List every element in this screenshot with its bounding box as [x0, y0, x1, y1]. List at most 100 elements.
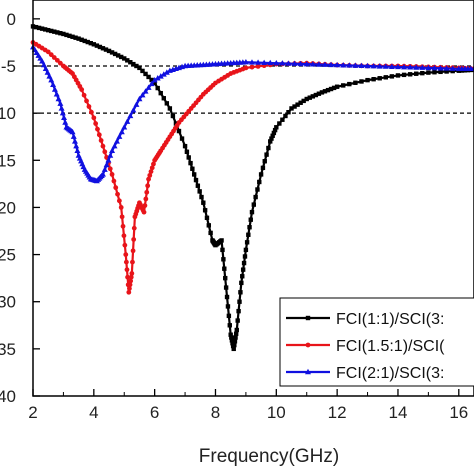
- data-point: [130, 107, 137, 113]
- data-point: [316, 91, 322, 96]
- data-point: [261, 59, 268, 65]
- data-point: [69, 128, 76, 135]
- data-point: [283, 113, 288, 119]
- data-point: [264, 152, 269, 157]
- x-tick-label: 16: [449, 403, 468, 422]
- data-point: [241, 260, 247, 266]
- data-point: [274, 125, 279, 130]
- data-point: [248, 59, 255, 65]
- data-point: [74, 147, 81, 154]
- data-point: [431, 64, 438, 71]
- data-point: [127, 112, 134, 119]
- data-point: [76, 36, 81, 41]
- data-point: [353, 80, 358, 85]
- data-point: [167, 106, 173, 111]
- data-point: [223, 275, 228, 281]
- data-point: [401, 72, 407, 78]
- data-point: [121, 124, 128, 130]
- data-point: [188, 160, 193, 166]
- x-tick-label: 10: [267, 403, 286, 422]
- data-point: [79, 37, 84, 42]
- data-point: [425, 64, 432, 71]
- data-point: [36, 25, 42, 31]
- data-point: [122, 242, 128, 248]
- series-layer: [30, 24, 474, 352]
- data-point: [246, 232, 251, 237]
- data-point: [46, 27, 51, 33]
- data-point: [305, 315, 311, 321]
- data-point: [102, 149, 108, 155]
- data-point: [40, 61, 47, 68]
- data-point: [107, 166, 113, 172]
- data-point: [371, 77, 376, 82]
- data-point: [79, 87, 85, 92]
- data-point: [229, 335, 234, 340]
- data-point: [54, 57, 60, 63]
- data-point: [270, 133, 275, 138]
- data-point: [126, 289, 132, 295]
- data-point: [334, 84, 340, 89]
- data-point: [325, 87, 331, 93]
- data-point: [340, 62, 347, 68]
- data-point: [122, 56, 127, 61]
- data-point: [234, 327, 239, 333]
- data-point: [151, 161, 156, 167]
- data-point: [154, 75, 161, 81]
- data-point: [99, 171, 106, 177]
- data-point: [401, 63, 408, 70]
- data-point: [272, 127, 278, 133]
- data-point: [146, 176, 151, 182]
- data-point: [364, 62, 371, 69]
- data-point: [243, 247, 249, 253]
- data-point: [394, 63, 401, 70]
- data-point: [301, 98, 306, 104]
- data-point: [39, 26, 45, 31]
- data-point: [253, 194, 258, 200]
- data-point: [113, 185, 119, 191]
- data-point: [127, 286, 132, 291]
- data-point: [46, 73, 53, 79]
- data-point: [223, 285, 229, 290]
- data-point: [228, 332, 233, 337]
- data-point: [280, 117, 285, 122]
- data-point: [249, 64, 255, 70]
- data-point: [53, 91, 60, 97]
- data-point: [42, 65, 49, 72]
- data-point: [98, 138, 104, 143]
- data-point: [73, 142, 80, 149]
- data-point: [231, 346, 236, 352]
- data-point: [71, 138, 78, 144]
- data-point: [42, 27, 48, 32]
- data-point: [81, 92, 87, 98]
- data-point: [352, 62, 359, 68]
- data-point: [233, 331, 239, 336]
- data-point: [426, 70, 431, 75]
- data-point: [285, 60, 292, 66]
- data-point: [86, 104, 92, 109]
- data-point: [50, 81, 57, 88]
- data-point: [383, 75, 388, 80]
- data-point: [123, 259, 129, 265]
- data-point: [95, 126, 100, 132]
- data-point: [137, 65, 142, 71]
- data-point: [111, 178, 117, 184]
- data-point: [84, 98, 89, 104]
- data-point: [247, 225, 252, 230]
- data-point: [131, 237, 137, 242]
- data-point: [341, 83, 346, 88]
- data-point: [236, 308, 241, 314]
- y-tick-label: -30: [0, 293, 16, 312]
- data-point: [244, 240, 250, 245]
- data-point: [298, 100, 303, 105]
- data-point: [208, 230, 213, 236]
- data-point: [128, 60, 133, 65]
- x-tick-label: 8: [211, 403, 220, 422]
- data-point: [48, 76, 55, 83]
- plot-frame: [32, 0, 474, 397]
- data-point: [82, 38, 87, 44]
- data-point: [148, 169, 154, 175]
- data-point: [44, 69, 51, 75]
- data-point: [273, 59, 280, 66]
- data-point: [88, 109, 94, 115]
